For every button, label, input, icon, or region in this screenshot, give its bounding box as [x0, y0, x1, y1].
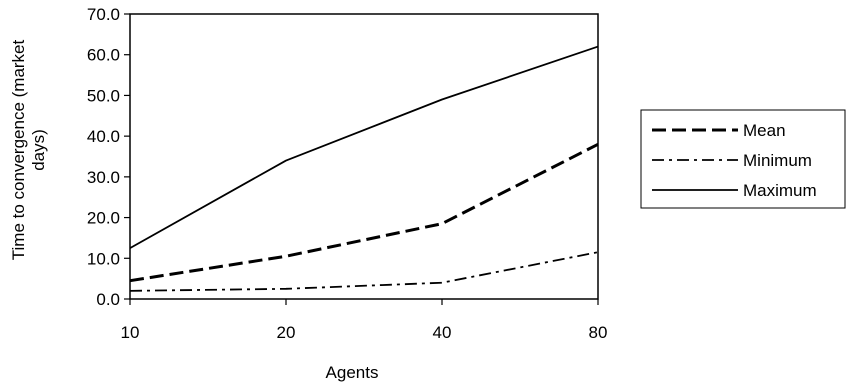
y-tick-label: 60.0 — [87, 46, 120, 65]
legend-label-mean: Mean — [743, 121, 786, 140]
legend-box — [640, 109, 846, 209]
series-line-minimum — [129, 251, 599, 292]
y-tick-label: 40.0 — [87, 127, 120, 146]
legend-label-maximum: Maximum — [743, 181, 817, 200]
x-tick-label: 20 — [277, 323, 296, 342]
x-axis-title: Agents — [326, 363, 379, 382]
y-tick-label: 10.0 — [87, 249, 120, 268]
y-axis: 0.0 10.0 20.0 30.0 40.0 50.0 60.0 70.0 — [87, 5, 130, 309]
x-axis: 10 20 40 80 — [121, 299, 608, 342]
x-tick-label: 10 — [121, 323, 140, 342]
series-lines — [129, 45, 599, 292]
y-axis-title-line-1: Time to convergence (market — [9, 39, 28, 260]
series-line-maximum — [129, 45, 599, 249]
x-tick-label: 80 — [589, 323, 608, 342]
y-tick-label: 20.0 — [87, 209, 120, 228]
legend: Mean Minimum Maximum — [640, 109, 846, 209]
y-tick-label: 70.0 — [87, 5, 120, 24]
legend-label-minimum: Minimum — [743, 151, 812, 170]
y-tick-label: 50.0 — [87, 86, 120, 105]
y-tick-label: 0.0 — [96, 290, 120, 309]
y-axis-title-line-2: days) — [29, 129, 48, 171]
y-tick-label: 30.0 — [87, 168, 120, 187]
x-tick-label: 40 — [433, 323, 452, 342]
plot-area — [129, 13, 599, 300]
series-line-mean — [129, 142, 599, 283]
